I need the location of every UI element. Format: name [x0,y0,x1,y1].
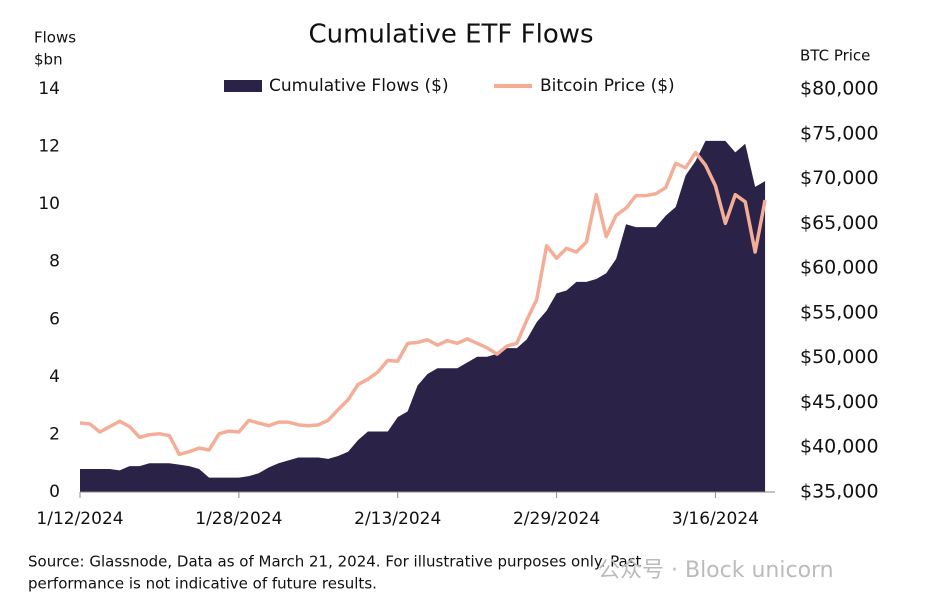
y2-tick-label: $75,000 [800,122,879,144]
y2-tick-label: $55,000 [800,301,879,323]
y2-tick-label: $80,000 [800,78,879,100]
y2-tick-label: $65,000 [800,212,879,234]
legend-label: Bitcoin Price ($) [540,76,675,96]
source-note: Source: Glassnode, Data as of March 21, … [28,553,642,571]
y-axis-label: $bn [34,51,63,69]
y2-tick-label: $45,000 [800,391,879,413]
y2-tick-label: $35,000 [800,481,879,503]
y-tick-label: 6 [49,309,60,329]
x-tick-label: 2/13/2024 [354,509,441,529]
x-tick-label: 1/12/2024 [36,509,123,529]
y2-axis-label: BTC Price [800,47,870,65]
y2-tick-label: $70,000 [800,167,879,189]
price-line [79,150,767,457]
x-tick-label: 3/16/2024 [672,509,759,529]
x-tick-label: 2/29/2024 [513,509,600,529]
y-tick-label: 12 [38,137,60,157]
flows-area [80,140,766,493]
y2-tick-label: $50,000 [800,346,879,368]
y-tick-label: 10 [38,194,60,214]
y-tick-label: 2 [49,424,60,444]
y-tick-label: 8 [49,252,60,272]
legend-label: Cumulative Flows ($) [269,76,449,96]
y-tick-label: 4 [49,367,60,387]
source-note: performance is not indicative of future … [28,575,377,593]
watermark: 公众号 · Block unicorn [598,558,834,583]
y-axis-label: Flows [34,29,76,47]
chart-title: Cumulative ETF Flows [308,20,593,50]
y-tick-label: 14 [38,79,60,99]
x-tick-label: 1/28/2024 [195,509,282,529]
legend-swatch [224,80,262,92]
y-tick-label: 0 [49,482,60,502]
y2-tick-label: $40,000 [800,436,879,458]
y2-tick-label: $60,000 [800,257,879,279]
